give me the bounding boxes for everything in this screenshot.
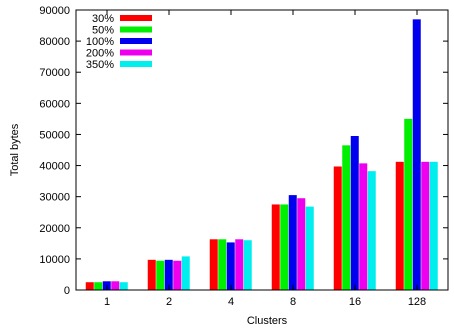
bar-200pct-1 [111,281,120,290]
bar-100pct-4 [226,242,235,290]
x-tick-label: 8 [290,296,296,308]
y-tick-label: 60000 [39,98,70,110]
legend-label: 30% [92,13,114,25]
bar-30pct-2 [147,259,156,290]
x-tick-label: 1 [104,296,110,308]
bar-200pct-16 [359,163,368,290]
bars-layer [85,19,438,290]
bar-50pct-16 [342,145,351,290]
bar-30pct-128 [395,161,404,290]
bar-30pct-1 [85,282,94,290]
bar-100pct-2 [164,259,173,290]
bar-350pct-8 [305,206,314,290]
bar-100pct-128 [412,19,421,290]
bar-50pct-8 [280,204,289,290]
legend-swatch [120,15,152,21]
bar-30pct-8 [271,204,280,290]
x-tick-label: 2 [166,296,172,308]
plot-frame [75,9,449,291]
bar-100pct-8 [288,195,297,290]
legend-label: 200% [86,48,114,60]
x-axis: 1 2 4 8 16 128 [104,10,426,308]
bar-30pct-4 [209,239,218,290]
legend-swatch [120,26,152,33]
legend-label: 100% [86,36,114,48]
bar-350pct-16 [367,171,376,290]
bar-350pct-4 [243,240,252,290]
y-tick-label: 80000 [39,36,70,48]
x-tick-label: 4 [228,296,234,308]
y-tick-label: 90000 [39,5,70,17]
bar-200pct-128 [421,161,430,290]
legend-swatch [120,61,152,67]
x-tick-label: 16 [349,296,361,308]
bar-50pct-2 [156,260,165,290]
y-tick-label: 50000 [39,129,70,141]
x-axis-title: Clusters [247,315,288,327]
bar-200pct-8 [297,198,306,290]
bar-50pct-4 [218,239,227,290]
bar-200pct-4 [235,239,244,290]
bar-200pct-2 [173,260,182,290]
bar-50pct-1 [94,282,103,290]
legend-swatch [120,38,152,44]
y-tick-label: 10000 [39,254,70,266]
bar-30pct-16 [333,166,342,290]
bar-100pct-16 [350,136,359,290]
y-tick-label: 20000 [39,223,70,235]
y-tick-label: 0 [64,285,70,297]
y-axis-title: Total bytes [9,123,21,176]
bar-350pct-1 [119,282,128,290]
y-tick-label: 70000 [39,67,70,79]
legend-label: 350% [86,59,114,71]
legend: 30%50%100%200%350% [86,13,152,71]
y-axis: 0 10000 20000 30000 40000 50000 60000 70000 8000… [39,5,448,297]
x-tick-label: 128 [408,296,426,308]
bar-350pct-2 [181,256,190,290]
y-tick-label: 30000 [39,192,70,204]
legend-label: 50% [92,25,114,37]
y-tick-label: 40000 [39,161,70,173]
bar-50pct-128 [404,118,413,290]
bar-350pct-128 [429,161,438,290]
legend-swatch [120,49,152,56]
